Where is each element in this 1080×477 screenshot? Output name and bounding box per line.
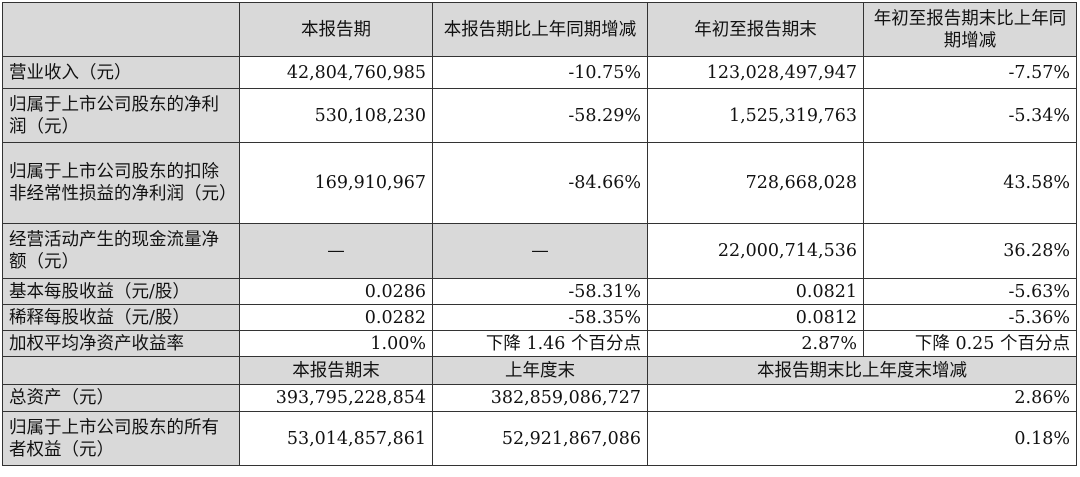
value-cell: 下降 0.25 个百分点 [863, 330, 1077, 357]
row-label: 稀释每股收益（元/股） [2, 304, 240, 331]
table-row: 归属于上市公司股东的净利润（元） 530,108,230 -58.29% 1,5… [2, 88, 1077, 143]
table-row: 经营活动产生的现金流量净额（元） — — 22,000,714,536 36.2… [2, 223, 1077, 279]
row-label: 基本每股收益（元/股） [2, 278, 240, 305]
value-cell: 42,804,760,985 [239, 56, 433, 89]
table-row: 稀释每股收益（元/股） 0.0282 -58.35% 0.0812 -5.36% [2, 304, 1077, 331]
row-label: 归属于上市公司股东的所有者权益（元） [2, 411, 240, 466]
value-cell: 2.87% [647, 330, 864, 357]
value-cell-dash: — [432, 223, 648, 279]
row-label: 归属于上市公司股东的扣除非经常性损益的净利润（元） [2, 142, 240, 224]
value-cell: -58.31% [432, 278, 648, 305]
value-cell: 52,921,867,086 [432, 411, 648, 466]
value-cell: -7.57% [863, 56, 1077, 89]
header-ytd-yoy: 年初至报告期末比上年同期增减 [863, 2, 1077, 57]
header-ytd: 年初至报告期末 [647, 2, 864, 57]
row-label: 总资产（元） [2, 384, 240, 412]
value-cell: -58.35% [432, 304, 648, 331]
value-cell: -5.36% [863, 304, 1077, 331]
value-cell: -5.34% [863, 88, 1077, 143]
value-cell: 36.28% [863, 223, 1077, 279]
value-cell: 530,108,230 [239, 88, 433, 143]
table-row: 总资产（元） 393,795,228,854 382,859,086,727 2… [2, 384, 1077, 412]
value-cell: -58.29% [432, 88, 648, 143]
header-prior-year-end: 上年度末 [432, 356, 648, 385]
value-cell: 382,859,086,727 [432, 384, 648, 412]
row-label: 归属于上市公司股东的净利润（元） [2, 88, 240, 143]
value-cell: 1.00% [239, 330, 433, 357]
table-row: 加权平均净资产收益率 1.00% 下降 1.46 个百分点 2.87% 下降 0… [2, 330, 1077, 357]
header-row-2: 本报告期末 上年度末 本报告期末比上年度末增减 [2, 356, 1077, 385]
header-period-end: 本报告期末 [239, 356, 433, 385]
value-cell: 2.86% [647, 384, 1077, 412]
header2-blank-cell [2, 356, 240, 385]
table-row: 营业收入（元） 42,804,760,985 -10.75% 123,028,4… [2, 56, 1077, 89]
value-cell: 0.0812 [647, 304, 864, 331]
value-cell: -10.75% [432, 56, 648, 89]
row-label: 加权平均净资产收益率 [2, 330, 240, 357]
table-row: 归属于上市公司股东的所有者权益（元） 53,014,857,861 52,921… [2, 411, 1077, 466]
value-cell: 0.0821 [647, 278, 864, 305]
header-current-period-yoy: 本报告期比上年同期增减 [432, 2, 648, 57]
row-label: 经营活动产生的现金流量净额（元） [2, 223, 240, 279]
value-cell: 0.0282 [239, 304, 433, 331]
value-cell: 下降 1.46 个百分点 [432, 330, 648, 357]
value-cell: 0.18% [647, 411, 1077, 466]
header-period-end-change: 本报告期末比上年度末增减 [647, 356, 1077, 385]
value-cell: -84.66% [432, 142, 648, 224]
table-row: 基本每股收益（元/股） 0.0286 -58.31% 0.0821 -5.63% [2, 278, 1077, 305]
value-cell: 169,910,967 [239, 142, 433, 224]
value-cell: 728,668,028 [647, 142, 864, 224]
value-cell: -5.63% [863, 278, 1077, 305]
value-cell: 0.0286 [239, 278, 433, 305]
value-cell: 393,795,228,854 [239, 384, 433, 412]
value-cell: 53,014,857,861 [239, 411, 433, 466]
header-row: 本报告期 本报告期比上年同期增减 年初至报告期末 年初至报告期末比上年同期增减 [2, 2, 1077, 57]
value-cell-dash: — [239, 223, 433, 279]
table-row: 归属于上市公司股东的扣除非经常性损益的净利润（元） 169,910,967 -8… [2, 142, 1077, 224]
header-current-period: 本报告期 [239, 2, 433, 57]
financial-summary-table: 本报告期 本报告期比上年同期增减 年初至报告期末 年初至报告期末比上年同期增减 … [2, 2, 1077, 466]
row-label: 营业收入（元） [2, 56, 240, 89]
value-cell: 123,028,497,947 [647, 56, 864, 89]
value-cell: 1,525,319,763 [647, 88, 864, 143]
value-cell: 22,000,714,536 [647, 223, 864, 279]
header-blank-cell [2, 2, 240, 57]
value-cell: 43.58% [863, 142, 1077, 224]
